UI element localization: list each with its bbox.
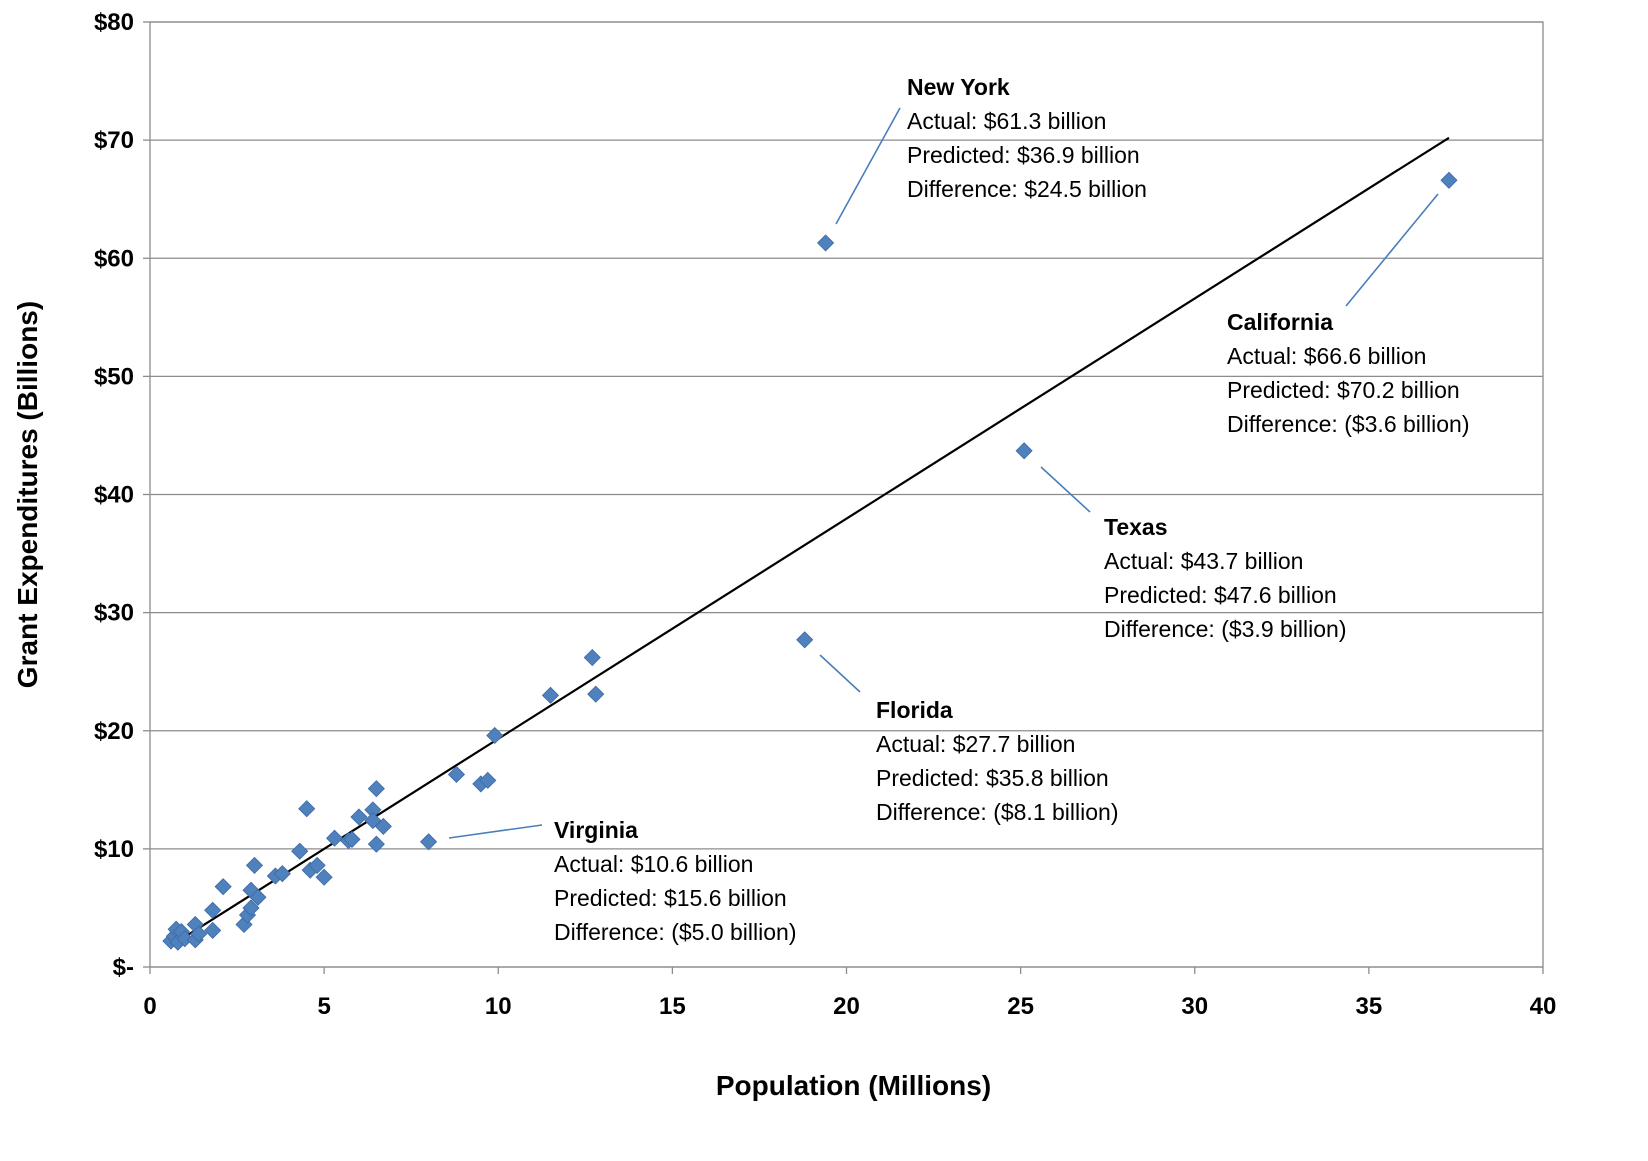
data-point: [315, 868, 333, 886]
texas-annotation: Texas Actual: $43.7 billion Predicted: $47…: [1104, 514, 1346, 642]
y-axis-title: Grant Expenditures (Billions): [12, 301, 43, 688]
x-tick-label: 20: [833, 993, 860, 1020]
annotation-title: New York: [907, 74, 1010, 100]
x-tick-label: 25: [1007, 993, 1034, 1020]
data-point: [249, 888, 267, 906]
annotation-line: Predicted: $70.2 billion: [1227, 377, 1460, 403]
data-point: [176, 930, 194, 948]
annotation-line: Predicted: $47.6 billion: [1104, 582, 1337, 608]
data-point: [308, 856, 326, 874]
florida-leader-line: [819, 654, 861, 693]
y-tick-label: $40: [94, 482, 134, 509]
annotation-line: Predicted: $35.8 billion: [876, 765, 1109, 791]
annotation-line: Predicted: $15.6 billion: [554, 885, 787, 911]
data-point: [343, 830, 361, 848]
data-point: [420, 833, 438, 851]
y-tick-label: $80: [94, 9, 134, 36]
data-point: [350, 808, 368, 826]
x-tick-label: 10: [485, 993, 512, 1020]
y-tick-label: $70: [94, 127, 134, 154]
y-tick-label: $-: [113, 954, 134, 981]
data-point: [479, 771, 497, 789]
y-tick-label: $20: [94, 718, 134, 745]
annotation-line: Actual: $43.7 billion: [1104, 548, 1303, 574]
data-point: [291, 842, 309, 860]
tick-layer: $- $10 $20 $30 $40 $50 $60 $70 $80 0 5 10 15 20 25 30 35…: [94, 9, 1556, 1020]
annotation-title: Texas: [1104, 514, 1168, 540]
data-point: [541, 686, 560, 704]
texas-leader-line: [1040, 466, 1091, 513]
plot-area-border: [149, 21, 1544, 968]
data-point: [817, 234, 835, 252]
data-point: [447, 765, 466, 784]
annotation-line: Actual: $66.6 billion: [1227, 343, 1426, 369]
data-point: [204, 901, 222, 919]
marker-layer: [162, 171, 1458, 951]
x-tick-label: 40: [1530, 993, 1557, 1020]
florida-annotation: Florida Actual: $27.7 billion Predicted: $…: [876, 697, 1118, 825]
data-point: [298, 800, 316, 818]
virginia-annotation: Virginia Actual: $10.6 billion Predicted: …: [554, 817, 796, 945]
y-tick-label: $60: [94, 245, 134, 272]
annotation-title: Florida: [876, 697, 953, 723]
annotation-line: Difference: ($5.0 billion): [554, 919, 796, 945]
annotation-line: Difference: ($3.6 billion): [1227, 411, 1469, 437]
annotation-line: Difference: ($3.9 billion): [1104, 616, 1346, 642]
y-tick-label: $10: [94, 836, 134, 863]
annotation-title: California: [1227, 309, 1333, 335]
annotation-layer: New York Actual: $61.3 billion Predicted: …: [554, 74, 1469, 945]
new-york-annotation: New York Actual: $61.3 billion Predicted: …: [907, 74, 1147, 202]
data-point: [583, 648, 601, 667]
data-point: [796, 631, 814, 649]
x-tick-label: 15: [659, 993, 686, 1020]
data-point: [486, 726, 504, 745]
x-tick-label: 0: [143, 993, 156, 1020]
data-point: [245, 856, 264, 874]
leader-layer: [448, 107, 1439, 839]
x-axis-title: Population (Millions): [716, 1070, 991, 1101]
annotation-line: Actual: $61.3 billion: [907, 108, 1106, 134]
annotation-line: Difference: $24.5 billion: [907, 176, 1147, 202]
data-point: [242, 899, 260, 917]
x-tick-label: 30: [1181, 993, 1208, 1020]
virginia-leader-line: [448, 824, 543, 839]
data-point: [374, 817, 392, 835]
annotation-line: Predicted: $36.9 billion: [907, 142, 1140, 168]
data-point: [204, 921, 222, 939]
california-annotation: California Actual: $66.6 billion Predicted…: [1227, 309, 1469, 437]
y-tick-label: $30: [94, 600, 134, 627]
california-leader-line: [1345, 193, 1439, 307]
y-tick-label: $50: [94, 363, 134, 390]
x-tick-label: 5: [317, 993, 330, 1020]
data-point: [367, 835, 385, 853]
x-tick-label: 35: [1356, 993, 1383, 1020]
data-point: [1015, 442, 1033, 460]
annotation-line: Actual: $10.6 billion: [554, 851, 753, 877]
annotation-line: Actual: $27.7 billion: [876, 731, 1075, 757]
data-point: [273, 865, 291, 883]
annotation-title: Virginia: [554, 817, 638, 843]
data-point: [214, 878, 232, 896]
annotation-line: Difference: ($8.1 billion): [876, 799, 1118, 825]
data-point: [587, 685, 605, 703]
data-point: [190, 925, 208, 943]
data-point: [326, 829, 344, 847]
data-point: [367, 780, 385, 798]
regression-trendline: [170, 136, 1450, 947]
data-point: [1440, 171, 1458, 189]
new-york-leader-line: [835, 107, 901, 225]
